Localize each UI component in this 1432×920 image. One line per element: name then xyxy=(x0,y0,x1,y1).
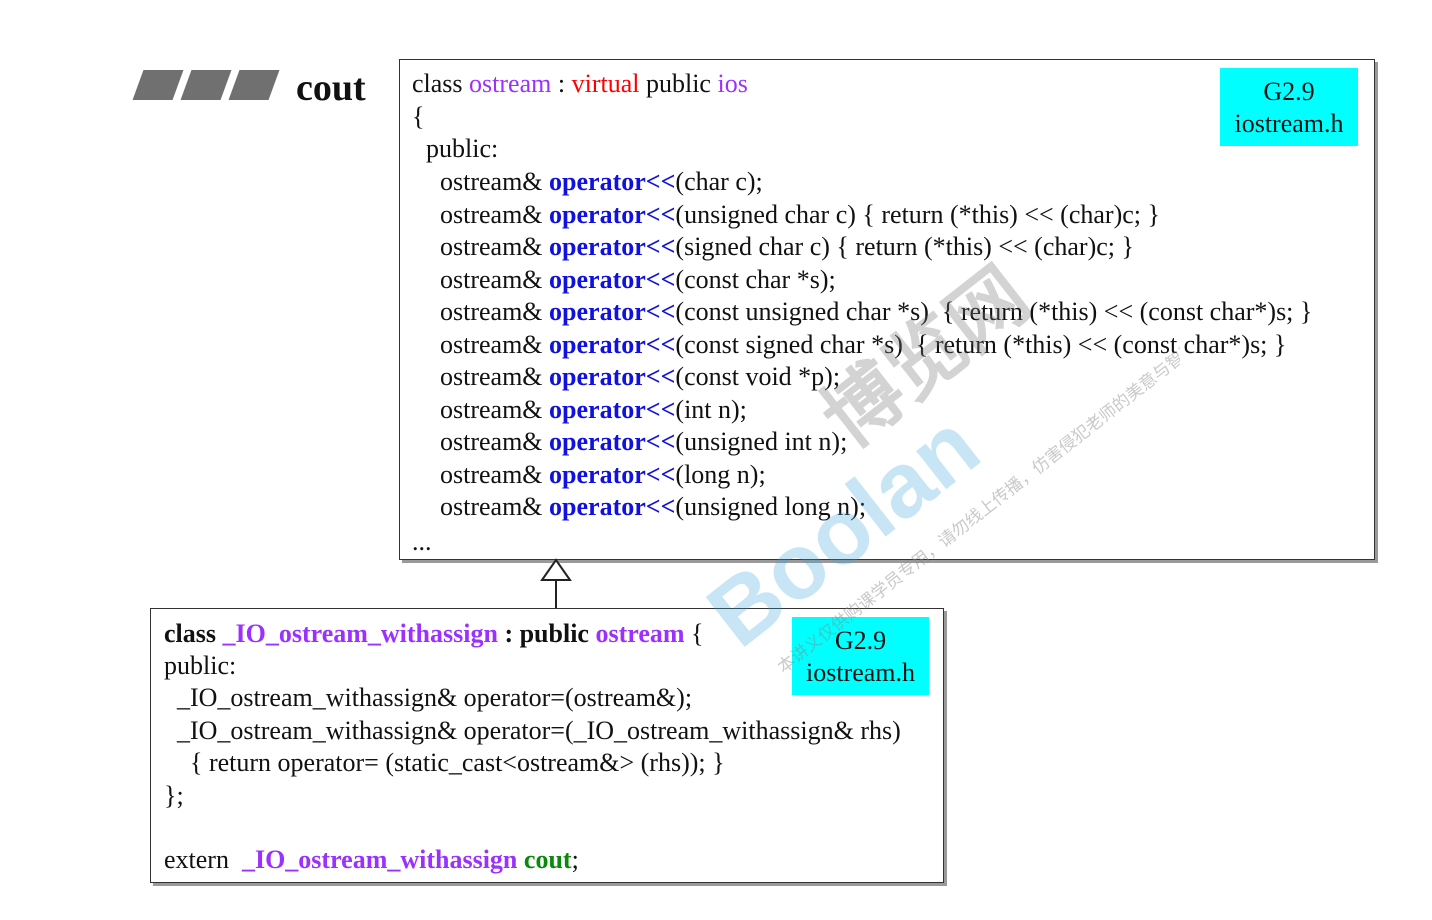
return-type: ostream& xyxy=(440,459,550,489)
page-title: cout xyxy=(296,67,366,109)
withassign-code-box: G2.9 iostream.h class _IO_ostream_withas… xyxy=(150,608,944,883)
operator-method-line: ostream& operator<<(const void *p); xyxy=(440,361,840,393)
badge-version: G2.9 xyxy=(1263,77,1315,106)
decoration-bar xyxy=(180,70,232,100)
return-type: ostream& xyxy=(440,394,550,424)
operator-symbol: << xyxy=(645,427,676,456)
operator-method-line: ostream& operator<<(const unsigned char … xyxy=(440,296,1312,328)
source-badge: G2.9 iostream.h xyxy=(1220,68,1358,146)
operator-keyword: operator xyxy=(549,492,646,521)
return-type: ostream& xyxy=(440,264,550,294)
badge-file: iostream.h xyxy=(805,658,916,687)
operator-keyword: operator xyxy=(549,362,646,391)
method-signature: (int n); xyxy=(675,394,747,424)
return-type: ostream& xyxy=(440,297,550,326)
method-signature: (const void *p); xyxy=(675,362,841,391)
return-type: ostream& xyxy=(440,329,550,359)
extern-variable: cout xyxy=(517,845,572,874)
virtual-keyword: virtual xyxy=(571,69,640,98)
operator-method-line: ostream& operator<<(char c); xyxy=(440,166,763,198)
base-class-name: ostream xyxy=(595,619,685,648)
operator-symbol: << xyxy=(645,199,676,229)
operator-method-line: ostream& operator<<(signed char c) { ret… xyxy=(440,231,1134,263)
inheritance-separator: : xyxy=(551,69,572,98)
method-signature: (long n); xyxy=(675,459,766,489)
method-signature: (const unsigned char *s) { return (*this… xyxy=(675,297,1313,326)
operator-method-line: ostream& operator<<(const char *s); xyxy=(440,264,836,296)
operator-symbol: << xyxy=(645,362,676,391)
operator-keyword: operator xyxy=(549,297,646,326)
assign-operator-body: { return operator= (static_cast<ostream&… xyxy=(164,748,725,777)
open-brace: { xyxy=(684,619,704,648)
operator-keyword: operator xyxy=(549,264,646,294)
operator-symbol: << xyxy=(645,232,676,261)
operator-keyword: operator xyxy=(549,232,646,261)
method-signature: (unsigned int n); xyxy=(675,427,848,456)
inheritance-arrow xyxy=(540,558,572,608)
public-label: public: xyxy=(164,651,237,680)
method-signature: (signed char c) { return (*this) << (cha… xyxy=(675,232,1134,261)
method-signature: (const char *s); xyxy=(675,264,836,294)
operator-keyword: operator xyxy=(549,394,646,424)
source-badge: G2.9 iostream.h xyxy=(792,617,929,695)
class-name: _IO_ostream_withassign xyxy=(222,619,498,648)
ellipsis: ... xyxy=(412,527,432,556)
base-class-name: ios xyxy=(717,69,748,98)
operator-symbol: << xyxy=(645,167,676,196)
operator-keyword: operator xyxy=(549,199,646,229)
operator-symbol: << xyxy=(645,297,676,326)
assign-operator-line: _IO_ostream_withassign& operator=(_IO_os… xyxy=(164,716,901,745)
operator-keyword: operator xyxy=(549,459,646,489)
method-signature: (unsigned char c) { return (*this) << (c… xyxy=(675,199,1160,229)
operator-method-line: ostream& operator<<(const signed char *s… xyxy=(440,329,1286,361)
public-keyword: public xyxy=(639,69,718,98)
class-keyword: class xyxy=(412,69,470,98)
operator-keyword: operator xyxy=(549,427,646,456)
operator-symbol: << xyxy=(645,459,676,489)
decoration-bar xyxy=(132,70,184,100)
operator-method-line: ostream& operator<<(unsigned long n); xyxy=(440,491,866,523)
return-type: ostream& xyxy=(440,492,550,521)
operator-method-line: ostream& operator<<(long n); xyxy=(440,459,766,491)
class-keyword: class xyxy=(164,619,223,648)
extern-declaration: extern _IO_ostream_withassign cout; xyxy=(164,844,579,876)
public-label: public: xyxy=(426,134,499,163)
inheritance-separator: : public xyxy=(497,619,596,648)
extern-keyword: extern xyxy=(164,845,242,874)
method-signature: (const signed char *s) { return (*this) … xyxy=(675,329,1287,359)
operator-symbol: << xyxy=(645,329,676,359)
operator-keyword: operator xyxy=(549,329,646,359)
title-decoration xyxy=(130,70,280,100)
method-signature: (char c); xyxy=(675,167,763,196)
operator-symbol: << xyxy=(645,394,676,424)
semicolon: ; xyxy=(571,845,579,874)
class-declaration: class ostream : virtual public ios xyxy=(412,68,748,100)
badge-version: G2.9 xyxy=(834,626,887,655)
decoration-bar xyxy=(228,70,280,100)
return-type: ostream& xyxy=(440,199,550,229)
extern-type: _IO_ostream_withassign xyxy=(241,845,518,874)
close-brace: }; xyxy=(164,781,184,810)
return-type: ostream& xyxy=(440,427,550,456)
return-type: ostream& xyxy=(440,362,550,391)
class-name: ostream xyxy=(469,69,552,98)
return-type: ostream& xyxy=(440,167,550,196)
method-signature: (unsigned long n); xyxy=(675,492,867,521)
class-declaration: class _IO_ostream_withassign : public os… xyxy=(164,618,704,650)
operator-method-line: ostream& operator<<(int n); xyxy=(440,394,747,426)
return-type: ostream& xyxy=(440,232,550,261)
operator-symbol: << xyxy=(645,264,676,294)
operator-method-line: ostream& operator<<(unsigned int n); xyxy=(440,426,847,458)
operator-symbol: << xyxy=(645,492,676,521)
badge-file: iostream.h xyxy=(1234,109,1344,138)
operator-keyword: operator xyxy=(549,167,646,196)
open-brace: { xyxy=(412,102,425,131)
assign-operator-line: _IO_ostream_withassign& operator=(ostrea… xyxy=(164,683,693,712)
ostream-code-box: G2.9 iostream.h class ostream : virtual … xyxy=(399,59,1375,560)
operator-method-line: ostream& operator<<(unsigned char c) { r… xyxy=(440,199,1160,231)
